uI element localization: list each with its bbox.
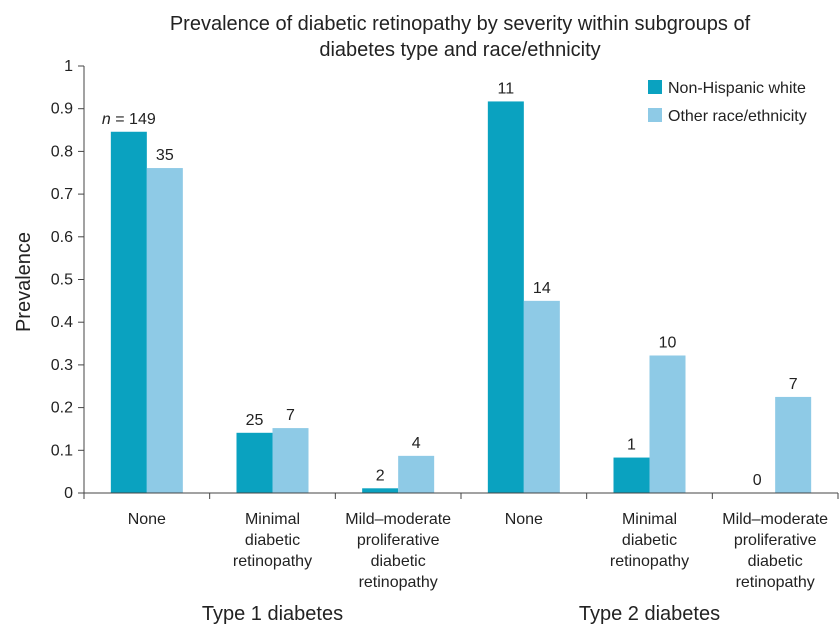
chart-title: Prevalence of diabetic retinopathy by se… (170, 13, 751, 61)
x-category-label: None (128, 511, 166, 528)
bar (523, 300, 560, 493)
y-tick-label: 0.3 (51, 357, 73, 374)
data-label: 0 (753, 472, 762, 489)
y-axis: 0 0.1 0.2 0.3 0.4 0.5 0.6 0.7 0.8 0.9 1 (51, 58, 85, 502)
data-label: 11 (498, 80, 515, 97)
bar (613, 457, 650, 493)
y-tick-label: 0.2 (51, 400, 73, 417)
x-category-label: Minimal (622, 511, 677, 528)
data-label: 25 (246, 412, 264, 429)
y-tick-label: 0.9 (51, 101, 73, 118)
y-tick-label: 0.6 (51, 229, 73, 246)
x-category-label: diabetic (748, 553, 803, 570)
y-tick-label: 0.7 (51, 186, 73, 203)
x-category-label: Minimal (245, 511, 300, 528)
bar (236, 432, 273, 493)
y-tick-label: 1 (64, 58, 73, 75)
bar (649, 355, 686, 493)
x-category-label: proliferative (734, 532, 817, 549)
legend-label: Non-Hispanic white (668, 80, 806, 97)
data-label: 14 (533, 280, 551, 297)
y-axis-label: Prevalence (13, 232, 35, 332)
legend: Non-Hispanic white Other race/ethnicity (648, 80, 807, 125)
bar (146, 168, 183, 494)
bars (110, 101, 812, 494)
x-group-label: Type 1 diabetes (202, 603, 343, 625)
x-category-label: retinopathy (610, 553, 689, 570)
bar (398, 455, 435, 493)
x-category-label: retinopathy (736, 574, 815, 591)
x-category-label: proliferative (357, 532, 440, 549)
data-label: 10 (659, 335, 677, 352)
data-label: 2 (376, 467, 385, 484)
bar (487, 101, 524, 493)
data-label: 4 (412, 435, 421, 452)
x-axis: None Minimal diabetic retinopathy Mild–moder… (83, 492, 839, 625)
legend-swatch (648, 108, 662, 122)
x-category-label: Mild–moderate (722, 511, 828, 528)
y-tick-label: 0.4 (51, 314, 73, 331)
legend-swatch (648, 80, 662, 94)
data-label: 7 (286, 407, 295, 424)
x-category-label: None (505, 511, 543, 528)
y-tick-label: 0.1 (51, 442, 73, 459)
chart-title-line-2: diabetes type and race/ethnicity (319, 39, 600, 61)
data-label: n = 149 (102, 111, 156, 128)
legend-label: Other race/ethnicity (668, 108, 807, 125)
y-tick-label: 0 (64, 485, 73, 502)
data-label: 35 (156, 147, 174, 164)
bar (110, 131, 147, 493)
bar (272, 428, 309, 493)
x-group-label: Type 2 diabetes (579, 603, 720, 625)
x-category-label: diabetic (371, 553, 426, 570)
data-label: 7 (789, 376, 798, 393)
y-tick-label: 0.5 (51, 272, 73, 289)
bar (775, 396, 812, 493)
x-category-label: diabetic (622, 532, 677, 549)
bar (362, 488, 399, 493)
x-category-label: Mild–moderate (345, 511, 451, 528)
data-label: 1 (627, 437, 636, 454)
x-category-label: diabetic (245, 532, 300, 549)
chart-title-line-1: Prevalence of diabetic retinopathy by se… (170, 13, 751, 35)
y-tick-label: 0.8 (51, 143, 73, 160)
x-category-label: retinopathy (359, 574, 438, 591)
x-category-label: retinopathy (233, 553, 312, 570)
